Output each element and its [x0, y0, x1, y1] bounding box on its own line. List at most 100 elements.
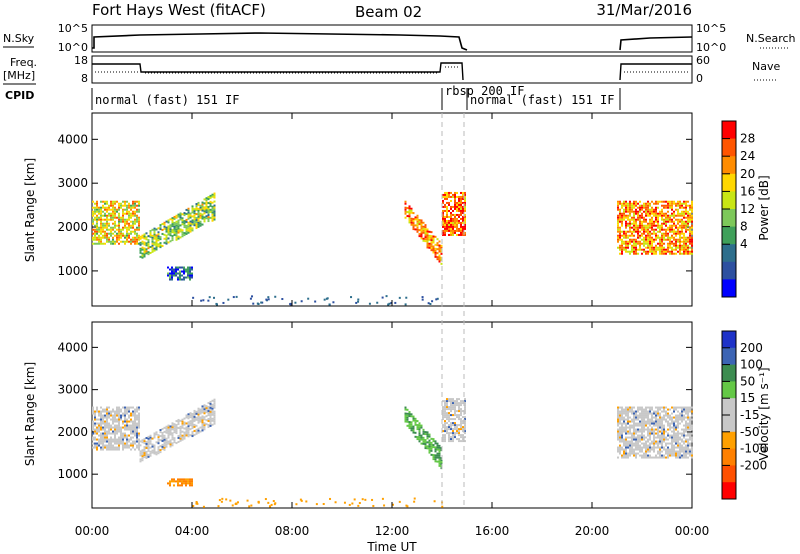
- range-cell: [102, 236, 104, 239]
- range-cell: [657, 408, 659, 411]
- range-cell: [625, 206, 627, 209]
- range-cell: [633, 452, 635, 455]
- range-cell: [151, 248, 154, 251]
- range-cell: [641, 204, 643, 207]
- range-cell: [410, 413, 413, 416]
- range-cell: [679, 422, 681, 425]
- range-cell: [412, 425, 415, 428]
- range-cell: [673, 416, 675, 419]
- range-cell: [175, 428, 178, 431]
- range-cell: [633, 438, 635, 441]
- range-cell: [181, 424, 184, 427]
- range-cell: [195, 213, 198, 216]
- range-cell: [454, 410, 456, 413]
- range-cell: [661, 420, 663, 423]
- range-cell: [673, 454, 675, 457]
- range-cell: [677, 456, 679, 459]
- range-cell: [195, 203, 198, 206]
- range-cell: [185, 218, 188, 221]
- ground-scatter-cell: [381, 296, 384, 299]
- range-cell: [462, 201, 464, 204]
- range-cell: [420, 436, 423, 439]
- range-cell: [448, 203, 450, 206]
- range-cell: [446, 227, 448, 230]
- range-cell: [689, 226, 691, 229]
- range-cell: [442, 223, 444, 226]
- range-cell: [187, 231, 190, 234]
- range-cell: [100, 208, 102, 211]
- range-cell: [625, 436, 627, 439]
- range-cell: [629, 444, 631, 447]
- range-cell: [175, 274, 177, 277]
- range-cell: [92, 438, 94, 441]
- range-cell: [205, 203, 208, 206]
- range-cell: [108, 442, 110, 445]
- range-cell: [132, 430, 134, 433]
- range-cell: [671, 448, 673, 451]
- range-cell: [661, 442, 663, 445]
- range-cell: [173, 217, 176, 220]
- range-cell: [104, 230, 106, 233]
- range-cell: [619, 450, 621, 453]
- range-cell: [675, 232, 677, 235]
- range-cell: [211, 209, 214, 212]
- range-cell: [116, 232, 118, 235]
- range-cell: [434, 251, 437, 254]
- range-cell: [141, 234, 144, 237]
- ground-scatter-cell: [300, 499, 303, 502]
- range-cell: [655, 234, 657, 237]
- range-cell: [665, 222, 667, 225]
- range-cell: [647, 454, 649, 457]
- range-cell: [128, 206, 130, 209]
- range-cell: [687, 422, 689, 425]
- range-cell: [132, 442, 134, 445]
- range-cell: [104, 206, 106, 209]
- range-cell: [108, 204, 110, 207]
- range-cell: [203, 210, 206, 213]
- range-cell: [157, 231, 160, 234]
- range-cell: [177, 436, 180, 439]
- range-cell: [130, 206, 132, 209]
- range-cell: [141, 252, 144, 255]
- range-cell: [691, 426, 693, 429]
- range-cell: [651, 210, 653, 213]
- range-cell: [635, 208, 637, 211]
- range-cell: [410, 217, 413, 220]
- range-cell: [112, 214, 114, 217]
- range-cell: [104, 430, 106, 433]
- range-cell: [203, 202, 206, 205]
- range-cell: [422, 440, 425, 443]
- range-cell: [130, 414, 132, 417]
- range-cell: [625, 246, 627, 249]
- range-cell: [132, 240, 134, 243]
- range-cell: [422, 442, 425, 445]
- range-cell: [444, 430, 446, 433]
- range-cell: [167, 237, 170, 240]
- range-cell: [134, 440, 136, 443]
- range-cell: [639, 200, 641, 203]
- range-cell: [136, 228, 138, 231]
- range-cell: [462, 221, 464, 224]
- range-cell: [126, 228, 128, 231]
- range-cell: [657, 446, 659, 449]
- range-cell: [420, 434, 423, 437]
- range-cell: [118, 228, 120, 231]
- range-cell: [426, 447, 429, 450]
- range-cell: [181, 480, 183, 483]
- range-cell: [408, 415, 411, 418]
- range-cell: [691, 436, 693, 439]
- range-cell: [213, 398, 216, 401]
- range-cell: [659, 442, 661, 445]
- range-cell: [434, 247, 437, 250]
- range-cell: [187, 423, 190, 426]
- range-cell: [104, 424, 106, 427]
- range-cell: [169, 228, 172, 231]
- range-cell: [649, 410, 651, 413]
- range-cell: [665, 218, 667, 221]
- range-cell: [651, 246, 653, 249]
- range-cell: [637, 414, 639, 417]
- range-cell: [619, 244, 621, 247]
- range-cell: [124, 200, 126, 203]
- range-cell: [673, 436, 675, 439]
- range-cell: [183, 478, 185, 481]
